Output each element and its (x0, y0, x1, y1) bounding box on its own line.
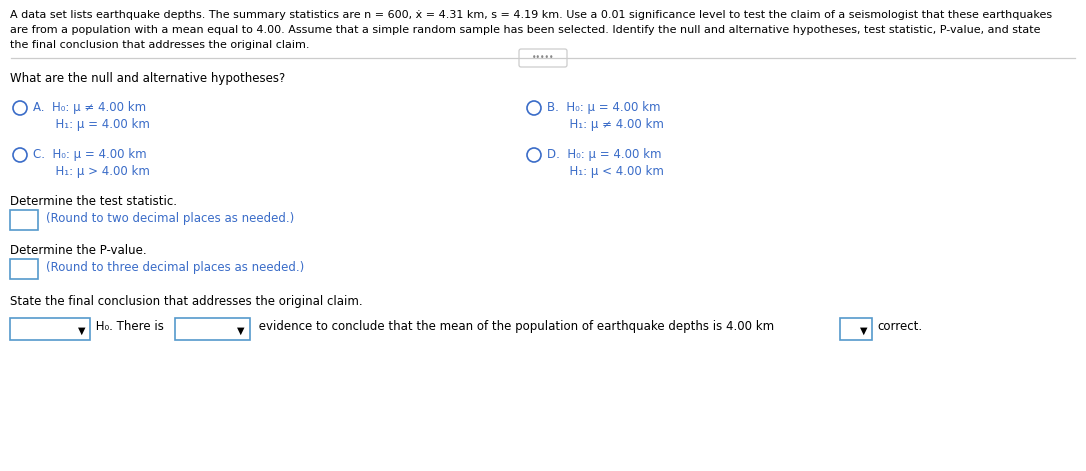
Text: What are the null and alternative hypotheses?: What are the null and alternative hypoth… (10, 72, 286, 85)
Text: (Round to two decimal places as needed.): (Round to two decimal places as needed.) (46, 212, 294, 225)
FancyBboxPatch shape (10, 210, 38, 230)
Text: are from a population with a mean equal to 4.00. Assume that a simple random sam: are from a population with a mean equal … (10, 25, 1040, 35)
Text: ▼: ▼ (860, 326, 868, 336)
Text: H₀. There is: H₀. There is (92, 320, 164, 333)
Text: ▼: ▼ (237, 326, 244, 336)
Text: C.  H₀: μ = 4.00 km: C. H₀: μ = 4.00 km (33, 148, 147, 161)
Text: (Round to three decimal places as needed.): (Round to three decimal places as needed… (46, 261, 304, 274)
Text: the final conclusion that addresses the original claim.: the final conclusion that addresses the … (10, 40, 310, 50)
FancyBboxPatch shape (10, 259, 38, 279)
Text: A data set lists earthquake depths. The summary statistics are n = 600, ẋ = 4.31: A data set lists earthquake depths. The … (10, 10, 1052, 20)
Text: evidence to conclude that the mean of the population of earthquake depths is 4.0: evidence to conclude that the mean of th… (255, 320, 774, 333)
Text: B.  H₀: μ = 4.00 km: B. H₀: μ = 4.00 km (547, 101, 660, 114)
Text: A.  H₀: μ ≠ 4.00 km: A. H₀: μ ≠ 4.00 km (33, 101, 147, 114)
Text: H₁: μ < 4.00 km: H₁: μ < 4.00 km (547, 165, 664, 178)
Text: State the final conclusion that addresses the original claim.: State the final conclusion that addresse… (10, 295, 363, 308)
Text: correct.: correct. (877, 320, 922, 333)
FancyBboxPatch shape (839, 318, 872, 340)
Text: ▼: ▼ (78, 326, 86, 336)
Text: Determine the test statistic.: Determine the test statistic. (10, 195, 177, 208)
Text: H₁: μ ≠ 4.00 km: H₁: μ ≠ 4.00 km (547, 118, 664, 131)
FancyBboxPatch shape (10, 318, 90, 340)
Text: H₁: μ > 4.00 km: H₁: μ > 4.00 km (33, 165, 150, 178)
Text: Determine the P-value.: Determine the P-value. (10, 244, 147, 257)
FancyBboxPatch shape (175, 318, 250, 340)
Text: D.  H₀: μ = 4.00 km: D. H₀: μ = 4.00 km (547, 148, 661, 161)
FancyBboxPatch shape (519, 49, 567, 67)
Text: H₁: μ = 4.00 km: H₁: μ = 4.00 km (33, 118, 150, 131)
Text: •••••: ••••• (532, 54, 554, 63)
